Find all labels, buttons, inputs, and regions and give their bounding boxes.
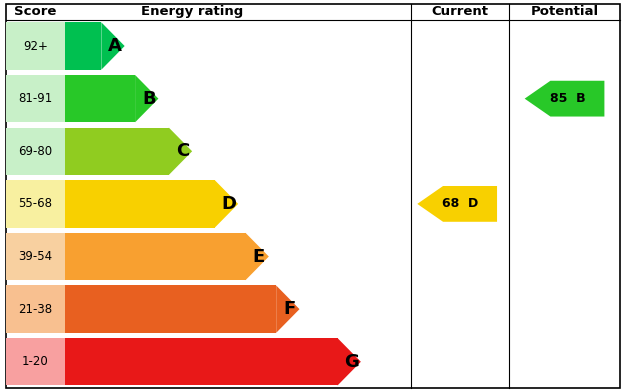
Polygon shape bbox=[215, 180, 238, 228]
Bar bbox=[6, 22, 64, 70]
Text: 85  B: 85 B bbox=[550, 92, 585, 105]
Polygon shape bbox=[276, 285, 299, 333]
Text: D: D bbox=[222, 195, 237, 213]
Text: C: C bbox=[176, 142, 189, 160]
Text: 69-80: 69-80 bbox=[18, 145, 53, 158]
Polygon shape bbox=[418, 186, 497, 222]
Polygon shape bbox=[135, 75, 158, 122]
Text: Current: Current bbox=[432, 5, 489, 18]
Polygon shape bbox=[169, 127, 192, 175]
Bar bbox=[64, 233, 245, 280]
Polygon shape bbox=[245, 233, 269, 280]
Bar bbox=[64, 127, 169, 175]
Bar bbox=[64, 338, 337, 385]
Polygon shape bbox=[525, 81, 605, 116]
Text: Score: Score bbox=[14, 5, 56, 18]
Text: F: F bbox=[283, 300, 295, 318]
Bar bbox=[64, 180, 215, 228]
Bar bbox=[64, 75, 135, 122]
Text: 39-54: 39-54 bbox=[18, 250, 53, 263]
Bar bbox=[6, 75, 64, 122]
Text: G: G bbox=[344, 353, 359, 371]
Text: 55-68: 55-68 bbox=[18, 198, 53, 211]
Bar bbox=[6, 180, 64, 228]
Polygon shape bbox=[101, 22, 125, 70]
Text: A: A bbox=[108, 37, 122, 55]
Bar bbox=[6, 338, 64, 385]
Text: 68  D: 68 D bbox=[442, 198, 478, 211]
Text: B: B bbox=[142, 90, 156, 108]
Polygon shape bbox=[337, 338, 361, 385]
Text: 1-20: 1-20 bbox=[22, 355, 49, 368]
Text: Potential: Potential bbox=[530, 5, 598, 18]
Text: 81-91: 81-91 bbox=[18, 92, 53, 105]
Bar bbox=[6, 285, 64, 333]
Bar bbox=[64, 22, 101, 70]
Text: 92+: 92+ bbox=[23, 40, 48, 53]
Bar bbox=[6, 233, 64, 280]
Text: E: E bbox=[252, 247, 265, 265]
Bar bbox=[6, 127, 64, 175]
Text: Energy rating: Energy rating bbox=[141, 5, 244, 18]
Bar bbox=[64, 285, 276, 333]
Text: 21-38: 21-38 bbox=[18, 303, 53, 316]
